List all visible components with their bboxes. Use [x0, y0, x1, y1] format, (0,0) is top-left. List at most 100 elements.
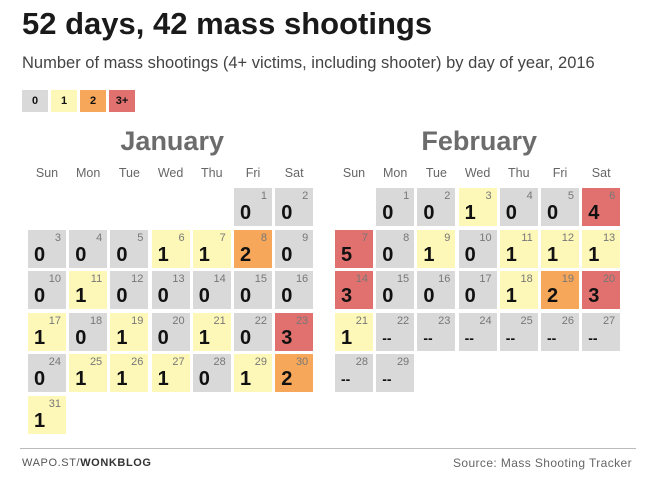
shooting-count: 0: [198, 368, 210, 390]
day-cell: 22 --: [376, 312, 415, 351]
day-cell: 29 --: [376, 354, 415, 392]
shooting-count: 0: [157, 285, 169, 307]
day-number: 26: [131, 356, 144, 368]
shooting-count: 0: [382, 202, 394, 224]
shooting-count: 2: [281, 368, 293, 390]
day-cell: 28 --: [335, 354, 373, 392]
day-number: 2: [444, 190, 451, 202]
day-number: 12: [561, 231, 574, 244]
day-cell: 11 1: [69, 271, 108, 309]
shooting-count: 1: [240, 368, 252, 390]
day-number: 9: [302, 231, 309, 244]
shooting-count: 0: [116, 285, 128, 307]
day-cell: 26 1: [110, 354, 149, 392]
weekday-label-mon: Mon: [383, 166, 408, 180]
shooting-count: --: [382, 371, 392, 387]
day-number: 21: [213, 314, 226, 327]
shooting-count: 0: [547, 202, 559, 224]
footer-source-link[interactable]: WAPO.ST/WONKBLOG: [22, 457, 152, 469]
day-number: 19: [131, 314, 144, 327]
day-cell: 10 0: [28, 271, 66, 309]
shooting-count: 0: [382, 285, 394, 307]
day-cell: 23 --: [417, 312, 456, 351]
day-number: 22: [254, 314, 267, 327]
day-cell: 17 1: [28, 312, 66, 351]
day-cell: 26 --: [541, 312, 579, 351]
day-number: 4: [526, 190, 533, 202]
chart-title: 52 days, 42 mass shootings: [22, 6, 433, 41]
weekday-label-thu: Thu: [201, 166, 223, 180]
day-cell: 28 0: [192, 354, 231, 392]
shooting-count: 0: [240, 285, 252, 307]
day-cell: 25 1: [69, 354, 108, 392]
shooting-count: 3: [341, 285, 353, 307]
day-number: 10: [479, 231, 492, 244]
shooting-count: 0: [464, 243, 476, 266]
day-number: 24: [479, 314, 492, 327]
day-number: 13: [602, 231, 616, 244]
day-number: 17: [479, 273, 492, 285]
shooting-count: 1: [588, 243, 600, 266]
shooting-count: 2: [547, 285, 559, 307]
weekday-label-tue: Tue: [425, 166, 447, 180]
shooting-count: --: [588, 329, 598, 346]
chart-subtitle: Number of mass shootings (4+ victims, in…: [22, 54, 595, 72]
footer-credit: Source: Mass Shooting Tracker: [452, 456, 632, 470]
day-number: 9: [444, 231, 451, 244]
shooting-count: 0: [34, 368, 46, 390]
legend-swatch-2: 2: [80, 90, 106, 112]
day-cell: 10 0: [458, 229, 497, 268]
day-number: 4: [96, 231, 103, 244]
day-cell: 16 0: [417, 271, 456, 309]
shooting-count: 1: [198, 243, 210, 266]
weekday-label-sun: Sun: [35, 166, 59, 180]
day-number: 11: [90, 273, 103, 285]
day-cell: 24 --: [458, 312, 497, 351]
weekday-label-fri: Fri: [245, 166, 261, 180]
day-number: 10: [48, 273, 61, 285]
shooting-count: 0: [34, 243, 46, 266]
day-number: 30: [295, 356, 309, 368]
legend-swatch-0: 0: [22, 90, 48, 112]
day-number: 16: [295, 273, 309, 285]
day-number: 27: [172, 356, 185, 368]
shooting-count: 0: [75, 243, 87, 266]
weekday-label-wed: Wed: [464, 166, 491, 180]
day-cell: 14 3: [335, 271, 373, 309]
day-cell: 24 0: [28, 354, 66, 392]
day-cell: 25 --: [499, 312, 538, 351]
weekday-label-fri: Fri: [552, 166, 568, 180]
shooting-count: --: [464, 329, 474, 346]
weekday-label-sun: Sun: [342, 166, 366, 180]
legend-swatch-1: 1: [51, 90, 77, 112]
day-cell: 19 1: [110, 312, 149, 351]
shooting-count: 1: [75, 285, 87, 307]
day-number: 8: [403, 231, 410, 244]
day-cell: 21 1: [192, 312, 231, 351]
shooting-count: 3: [281, 326, 293, 349]
day-cell: 15 0: [234, 271, 272, 309]
shooting-count: 0: [423, 202, 435, 224]
shooting-count: 1: [157, 368, 169, 390]
weekday-label-mon: Mon: [76, 166, 101, 180]
day-cell: 18 0: [69, 312, 108, 351]
day-number: 19: [561, 273, 574, 285]
day-cell: 15 0: [376, 271, 415, 309]
shooting-count: 1: [116, 368, 128, 390]
day-number: 16: [438, 273, 451, 285]
weekday-label-thu: Thu: [508, 166, 530, 180]
day-number: 25: [520, 314, 533, 327]
day-number: 31: [48, 397, 61, 410]
shooting-count: 1: [34, 409, 46, 432]
day-number: 26: [561, 314, 574, 327]
day-cell: 12 1: [541, 229, 579, 268]
